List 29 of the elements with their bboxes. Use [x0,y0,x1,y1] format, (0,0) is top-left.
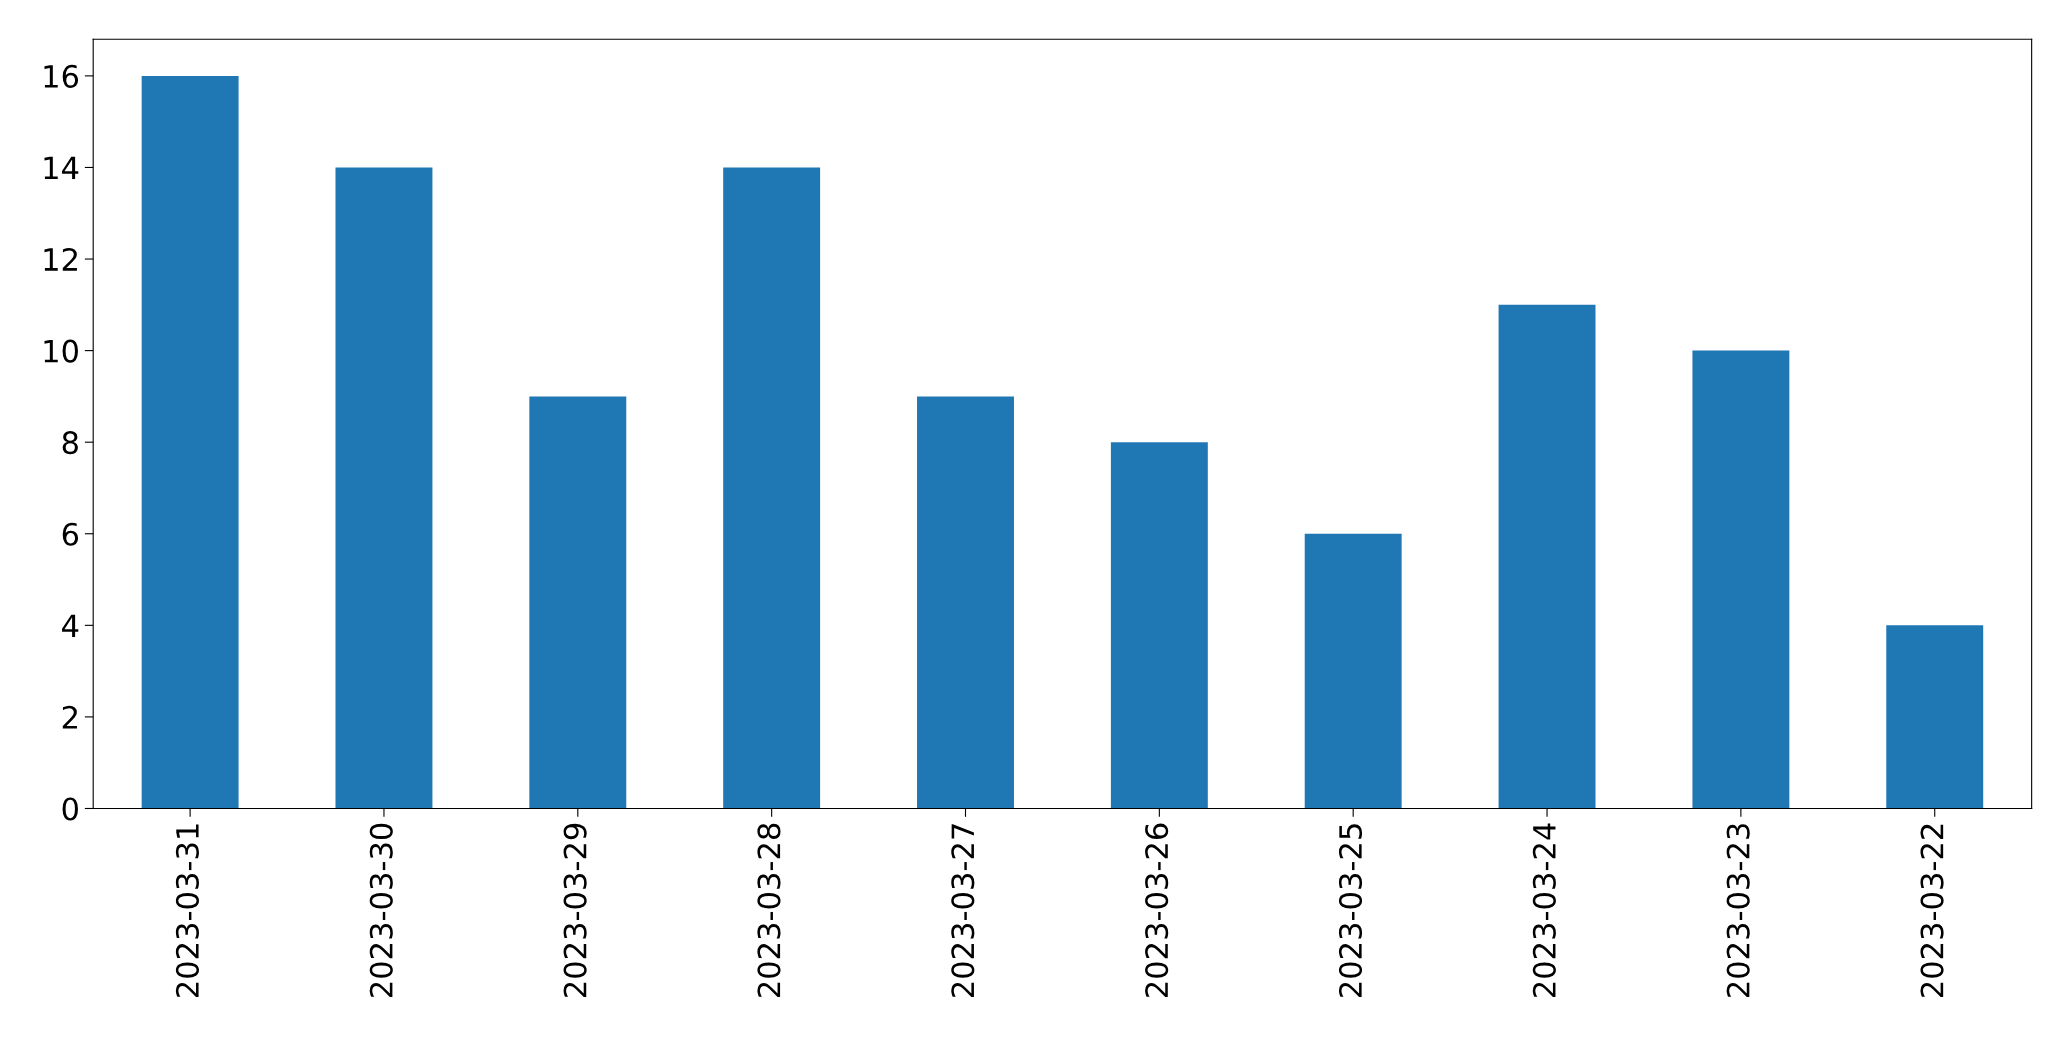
x-tick-label: 2023-03-29 [563,823,587,998]
x-tick-label: 2023-03-26 [1145,823,1169,998]
x-tick-label: 2023-03-25 [1338,824,1363,998]
y-tick-label: 14 [44,156,79,180]
bar [917,396,1014,809]
bar [1498,304,1596,809]
bar [1304,533,1402,809]
bar [335,167,433,809]
y-tick-label: 0 [62,797,78,821]
y-tick-label: 2 [62,705,77,729]
x-tick-label: 2023-03-24 [1532,823,1556,998]
x-tick-label: 2023-03-27 [951,824,975,998]
y-tick-label: 16 [44,64,79,88]
x-tick-label: 2023-03-31 [175,824,199,998]
bar [1886,625,1984,809]
y-tick-label: 4 [62,614,79,637]
bar [723,167,821,809]
x-tick-label: 2023-03-23 [1726,824,1750,998]
bar [1110,442,1208,809]
x-tick-label: 2023-03-30 [369,823,393,998]
y-tick-label: 10 [44,339,78,363]
bar [141,75,239,809]
y-tick-label: 6 [62,522,79,546]
y-tick-label: 12 [44,247,77,271]
y-tick-label: 8 [62,431,78,455]
bar [529,396,627,809]
bar [1692,350,1790,809]
x-tick-label: 2023-03-22 [1920,824,1944,998]
x-tick-label: 2023-03-28 [757,823,781,998]
